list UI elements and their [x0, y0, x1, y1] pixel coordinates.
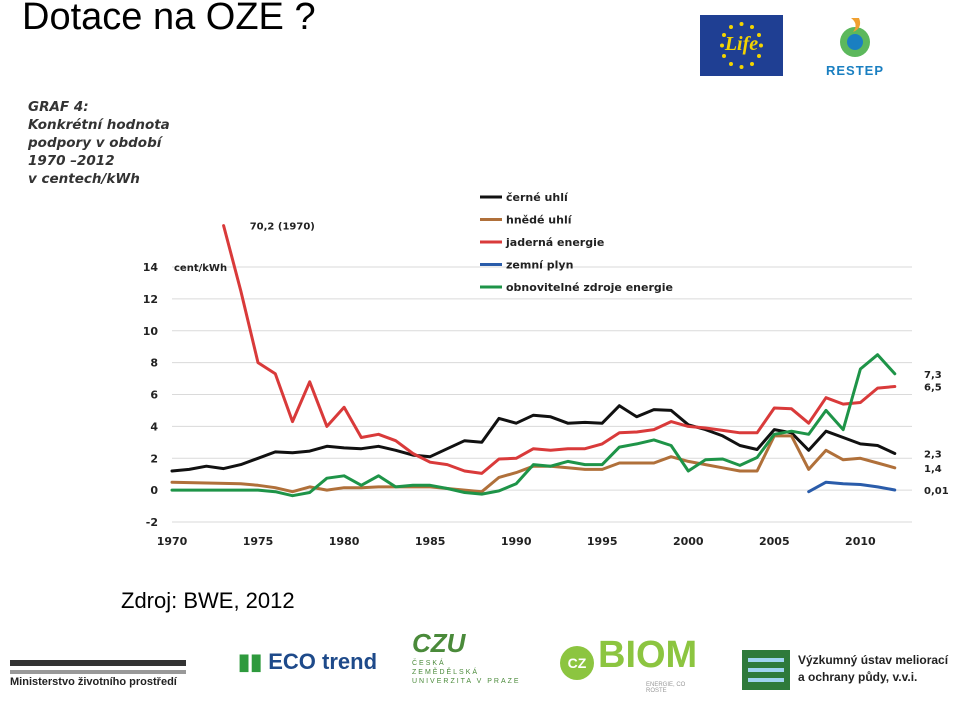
- mzp-bar: [10, 670, 186, 674]
- vumop-emblem-icon: [742, 650, 790, 690]
- y-tick-label: 10: [143, 325, 159, 338]
- x-tick-label: 1970: [157, 535, 188, 548]
- x-tick-label: 1985: [415, 535, 446, 548]
- czu-line: ČESKÁ: [412, 660, 446, 667]
- chart-title-line: Konkrétní hodnota: [28, 117, 170, 133]
- eu-stars-icon: [720, 22, 763, 69]
- vumop-line: Výzkumný ústav meliorací: [798, 653, 949, 667]
- legend-label: černé uhlí: [506, 191, 569, 204]
- y-tick-label: 8: [150, 357, 158, 370]
- source-caption: Zdroj: BWE, 2012: [121, 588, 295, 613]
- x-tick-label: 1990: [501, 535, 532, 548]
- series-line: [170, 353, 897, 498]
- series-line: [222, 224, 897, 475]
- y-tick-label: 12: [143, 293, 158, 306]
- x-tick-label: 2010: [845, 535, 876, 548]
- y-tick-label: 4: [150, 420, 158, 433]
- x-tick-label: 1975: [243, 535, 274, 548]
- x-tick-label: 2005: [759, 535, 790, 548]
- czu-logo: CZU ČESKÁ ZEMĚDĚLSKÁ UNIVERZITA V PRAZE: [412, 628, 522, 696]
- end-value-label: 2,3: [924, 449, 942, 460]
- y-tick-label: 6: [150, 389, 158, 402]
- series-line: [807, 480, 897, 494]
- eco-trend-logo: ▮▮ ECO trend: [238, 628, 378, 696]
- cz-biom-logo: CZ BIOM ENERGIE, CO ROSTE: [560, 628, 700, 696]
- legend-label: obnovitelné zdroje energie: [506, 281, 673, 294]
- x-tick-label: 1980: [329, 535, 360, 548]
- vumop-line: a ochrany půdy, v.v.i.: [798, 670, 918, 684]
- mzp-bar: [10, 660, 186, 666]
- unit-label: cent/kWh: [174, 263, 227, 274]
- legend-label: zemní plyn: [506, 259, 573, 272]
- legend-label: hnědé uhlí: [506, 214, 573, 227]
- end-value-label: 0,01: [924, 486, 949, 497]
- x-tick-label: 1995: [587, 535, 618, 548]
- eco-trend-leaf-icon: ▮▮: [238, 649, 263, 674]
- chart-title: GRAF 4: Konkrétní hodnota podpory v obdo…: [28, 98, 170, 188]
- life-logo-text: Life: [724, 33, 759, 55]
- mzp-logo: Ministerstvo životního prostředí: [10, 628, 190, 696]
- eco-trend-text: ECO trend: [268, 649, 378, 674]
- vumop-logo-text: Výzkumný ústav meliorací a ochrany půdy,…: [798, 652, 948, 686]
- chart-title-line: podpory v období: [28, 135, 162, 151]
- chart-title-line: v centech/kWh: [28, 171, 140, 187]
- y-tick-label: -2: [146, 516, 158, 529]
- series-line: [170, 404, 897, 473]
- cz-biom-badge: CZ: [560, 646, 594, 680]
- chart-title-line: 1970 –2012: [28, 153, 115, 169]
- czu-line: UNIVERZITA V PRAZE: [412, 678, 521, 685]
- chart-title-line: GRAF 4:: [28, 99, 89, 115]
- czu-line: ZEMĚDĚLSKÁ: [412, 669, 480, 676]
- restep-emblem-icon: [840, 18, 870, 57]
- line-chart: -2 0 2 4 6 8 10 12 14 1970 1975 1980 1985 1990 1995 200…: [143, 191, 949, 548]
- y-tick-label: 0: [150, 484, 158, 497]
- czu-mark: CZU: [412, 628, 466, 658]
- end-value-label: 7,3: [924, 370, 942, 381]
- y-tick-label: 2: [150, 452, 158, 465]
- end-value-label: 6,5: [924, 383, 942, 394]
- cz-biom-tagline: ENERGIE, CO ROSTE: [646, 682, 686, 694]
- cz-biom-text: BIOM: [598, 634, 698, 676]
- slide-title: Dotace na OZE ?: [22, 0, 316, 38]
- vumop-logo: Výzkumný ústav meliorací a ochrany půdy,…: [742, 628, 957, 696]
- eu-life-logo: Life: [700, 15, 783, 76]
- annotation-label: 70,2 (1970): [250, 222, 315, 233]
- mzp-logo-text: Ministerstvo životního prostředí: [10, 676, 177, 688]
- end-value-label: 1,4: [924, 464, 942, 475]
- y-tick-label: 14: [143, 261, 159, 274]
- restep-logo-text: RESTEP: [825, 63, 884, 78]
- x-tick-label: 2000: [673, 535, 704, 548]
- restep-logo: RESTEP: [815, 14, 895, 80]
- legend-label: jaderná energie: [505, 236, 604, 249]
